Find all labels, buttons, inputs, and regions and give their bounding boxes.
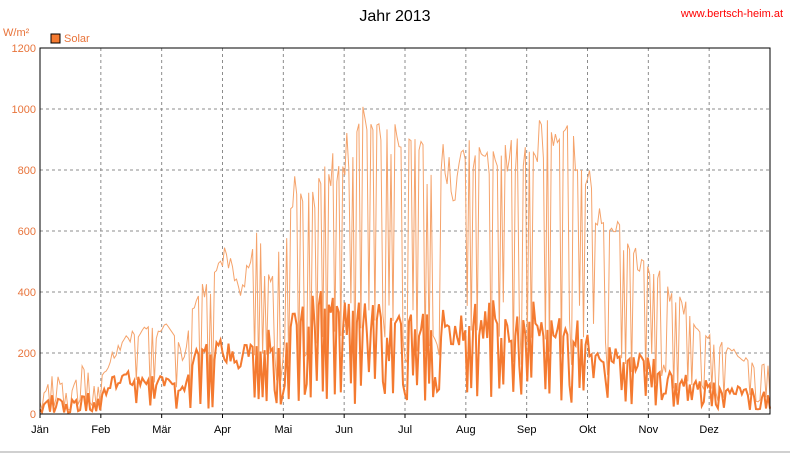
x-tick-label: Apr [214, 424, 231, 436]
y-tick-label: 1000 [12, 104, 36, 116]
x-tick-label: Jul [398, 424, 412, 436]
x-axis: Jän Feb Mär Apr Mai Jun Jul Aug Sep Okt Nov Dez [31, 414, 719, 436]
legend-label-solar: Solar [64, 33, 90, 45]
website-link[interactable]: www.bertsch-heim.at [680, 8, 783, 20]
x-tick-label: Okt [579, 424, 596, 436]
grid [40, 48, 770, 414]
legend-swatch [50, 33, 61, 44]
series-solar-mean-line [39, 291, 771, 415]
y-tick-label: 600 [18, 226, 36, 238]
x-tick-label: Jun [335, 424, 353, 436]
plot-frame [39, 47, 771, 415]
y-axis-unit: W/m² [3, 27, 30, 39]
x-tick-label: Feb [91, 424, 110, 436]
y-axis: 0 200 400 600 800 1000 1200 [12, 43, 36, 421]
y-tick-label: 800 [18, 165, 36, 177]
legend: Solar [50, 33, 90, 45]
x-tick-label: Jän [31, 424, 49, 436]
y-tick-label: 0 [30, 409, 36, 421]
x-tick-label: Sep [517, 424, 537, 436]
series-solar-max-line [39, 106, 771, 411]
x-tick-label: Mai [274, 424, 292, 436]
x-tick-label: Mär [152, 424, 171, 436]
series-solar [39, 106, 771, 415]
x-tick-label: Aug [456, 424, 476, 436]
x-tick-label: Dez [699, 424, 719, 436]
y-tick-label: 200 [18, 348, 36, 360]
y-tick-label: 400 [18, 287, 36, 299]
x-tick-label: Nov [639, 424, 659, 436]
y-tick-label: 1200 [12, 43, 36, 55]
chart-title: Jahr 2013 [359, 8, 430, 25]
